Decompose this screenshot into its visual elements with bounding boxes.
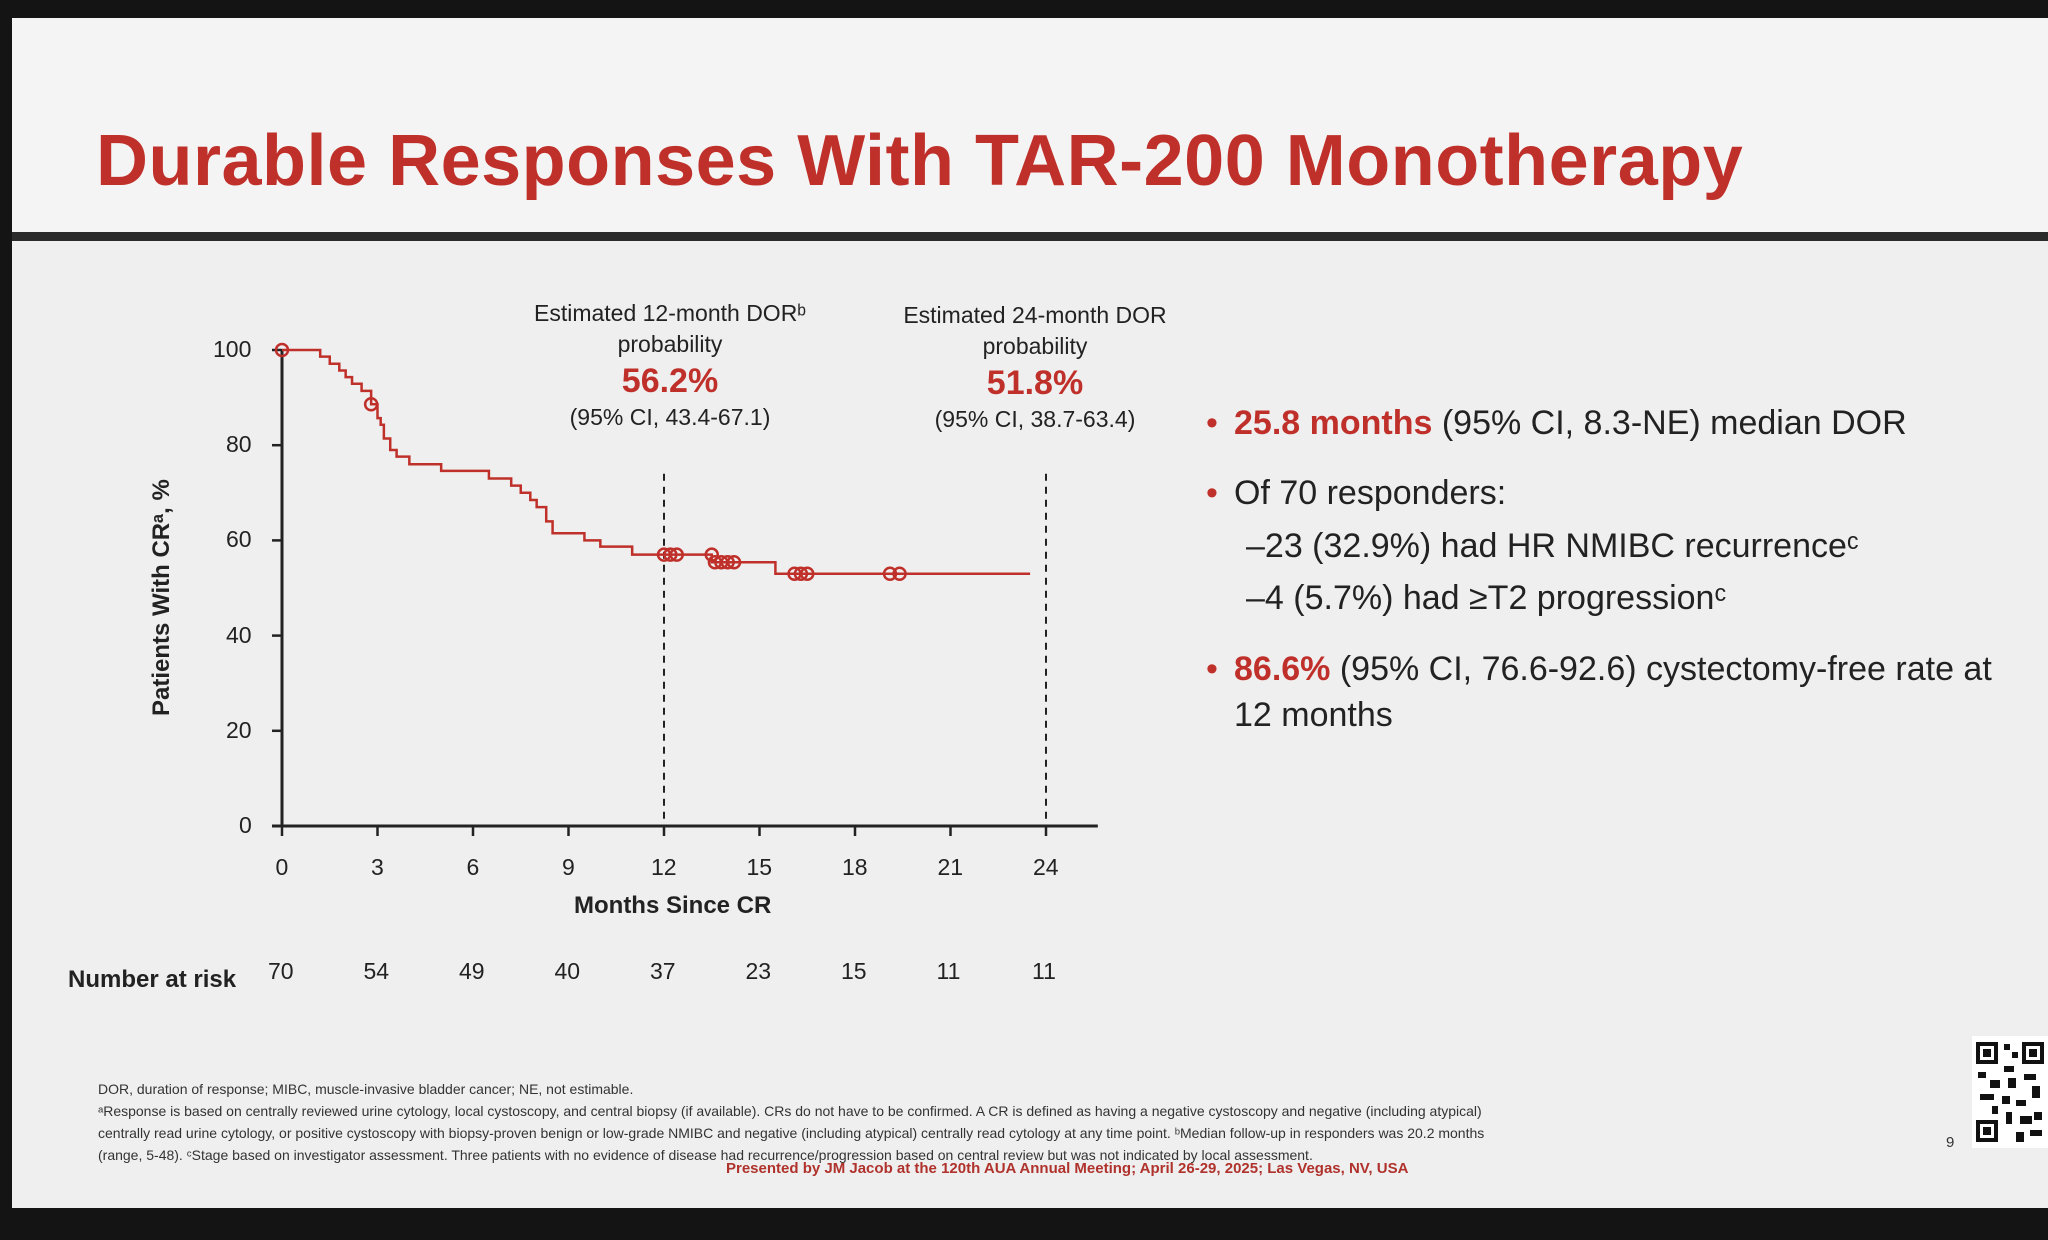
qr-code-icon[interactable] — [1972, 1036, 2048, 1148]
footnote-abbrev: DOR, duration of response; MIBC, muscle-… — [98, 1081, 634, 1097]
title-divider — [12, 232, 2048, 241]
x-axis-label: Months Since CR — [574, 892, 772, 919]
cystectomy-free-value: 86.6% — [1234, 650, 1331, 688]
median-dor-text: (95% CI, 8.3-NE) median DOR — [1432, 404, 1907, 442]
x-tick-label: 0 — [275, 854, 289, 880]
risk-value: 40 — [554, 958, 581, 984]
dor24-line1: Estimated 24-month DOR — [903, 302, 1167, 328]
y-tick-label: 40 — [226, 621, 252, 648]
risk-value: 49 — [459, 958, 485, 984]
dor12-line1: Estimated 12-month DORᵇ — [533, 300, 806, 326]
key-findings: • 25.8 months (95% CI, 8.3-NE) median DO… — [1200, 400, 2020, 762]
page-number: 9 — [1946, 1134, 1955, 1151]
risk-value: 15 — [841, 958, 867, 984]
y-tick-label: 80 — [226, 431, 252, 458]
risk-value: 37 — [650, 958, 676, 984]
risk-value: 23 — [745, 958, 772, 984]
x-tick-label: 21 — [937, 854, 964, 880]
bullet-dot: • — [1206, 650, 1218, 688]
bullet-dot: • — [1206, 404, 1218, 442]
title-bar: Durable Responses With TAR-200 Monothera… — [12, 18, 2048, 238]
slide-title: Durable Responses With TAR-200 Monothera… — [96, 121, 1744, 201]
dor12-ci: (95% CI, 43.4-67.1) — [569, 404, 771, 430]
x-tick-label: 6 — [466, 854, 480, 880]
x-tick-label: 12 — [651, 854, 677, 880]
y-tick-label: 60 — [226, 526, 252, 553]
presented-by: Presented by JM Jacob at the 120th AUA A… — [726, 1160, 1409, 1177]
x-tick-label: 9 — [562, 854, 575, 880]
sub-bullet-recurrence: –23 (32.9%) had HR NMIBC recurrenceᶜ — [1246, 527, 1859, 565]
cystectomy-free-text: (95% CI, 76.6-92.6) cystectomy-free rate… — [1234, 650, 1992, 734]
sub-bullet-progression: –4 (5.7%) had ≥T2 progressionᶜ — [1246, 579, 1727, 617]
dor24-ci: (95% CI, 38.7-63.4) — [934, 406, 1136, 432]
responders-text: Of 70 responders: — [1234, 474, 1507, 512]
bullet-median-dor: • 25.8 months (95% CI, 8.3-NE) median DO… — [1200, 400, 2020, 446]
x-tick-label: 15 — [746, 854, 773, 880]
bullet-cystectomy-free: • 86.6% (95% CI, 76.6-92.6) cystectomy-f… — [1200, 646, 2020, 738]
slide: Durable Responses With TAR-200 Monothera… — [12, 18, 2048, 1208]
bullet-dot: • — [1206, 474, 1218, 512]
footnotes: DOR, duration of response; MIBC, muscle-… — [98, 1078, 1858, 1166]
risk-value: 70 — [268, 958, 294, 984]
x-tick-label: 3 — [371, 854, 384, 880]
dor24-line2: probability — [982, 333, 1088, 359]
risk-value: 11 — [936, 958, 961, 984]
footnote-a: ᵃResponse is based on centrally reviewed… — [98, 1103, 1482, 1119]
dor24-annotation: Estimated 24-month DOR probability 51.8%… — [880, 300, 1190, 435]
risk-value: 54 — [363, 958, 390, 984]
footnote-a-cont: centrally read urine cytology, or positi… — [98, 1125, 1485, 1141]
y-tick-label: 0 — [239, 812, 252, 838]
x-tick-label: 24 — [1033, 854, 1059, 880]
y-tick-label: 20 — [226, 716, 252, 743]
dor12-annotation: Estimated 12-month DORᵇ probability 56.2… — [500, 298, 840, 433]
median-dor-value: 25.8 months — [1234, 404, 1433, 442]
dor12-value: 56.2% — [621, 362, 719, 400]
risk-table-label: Number at risk — [68, 966, 237, 993]
x-tick-label: 18 — [842, 854, 868, 880]
y-tick-label: 100 — [213, 336, 252, 362]
footnote-c: (range, 5-48). ᶜStage based on investiga… — [98, 1147, 1313, 1163]
y-axis-label: Patients With CRᵃ, % — [148, 479, 175, 716]
dor24-value: 51.8% — [986, 364, 1084, 402]
bullet-responders: • Of 70 responders: — [1200, 470, 2020, 516]
risk-value: 11 — [1032, 958, 1056, 984]
dor12-line2: probability — [617, 331, 723, 357]
